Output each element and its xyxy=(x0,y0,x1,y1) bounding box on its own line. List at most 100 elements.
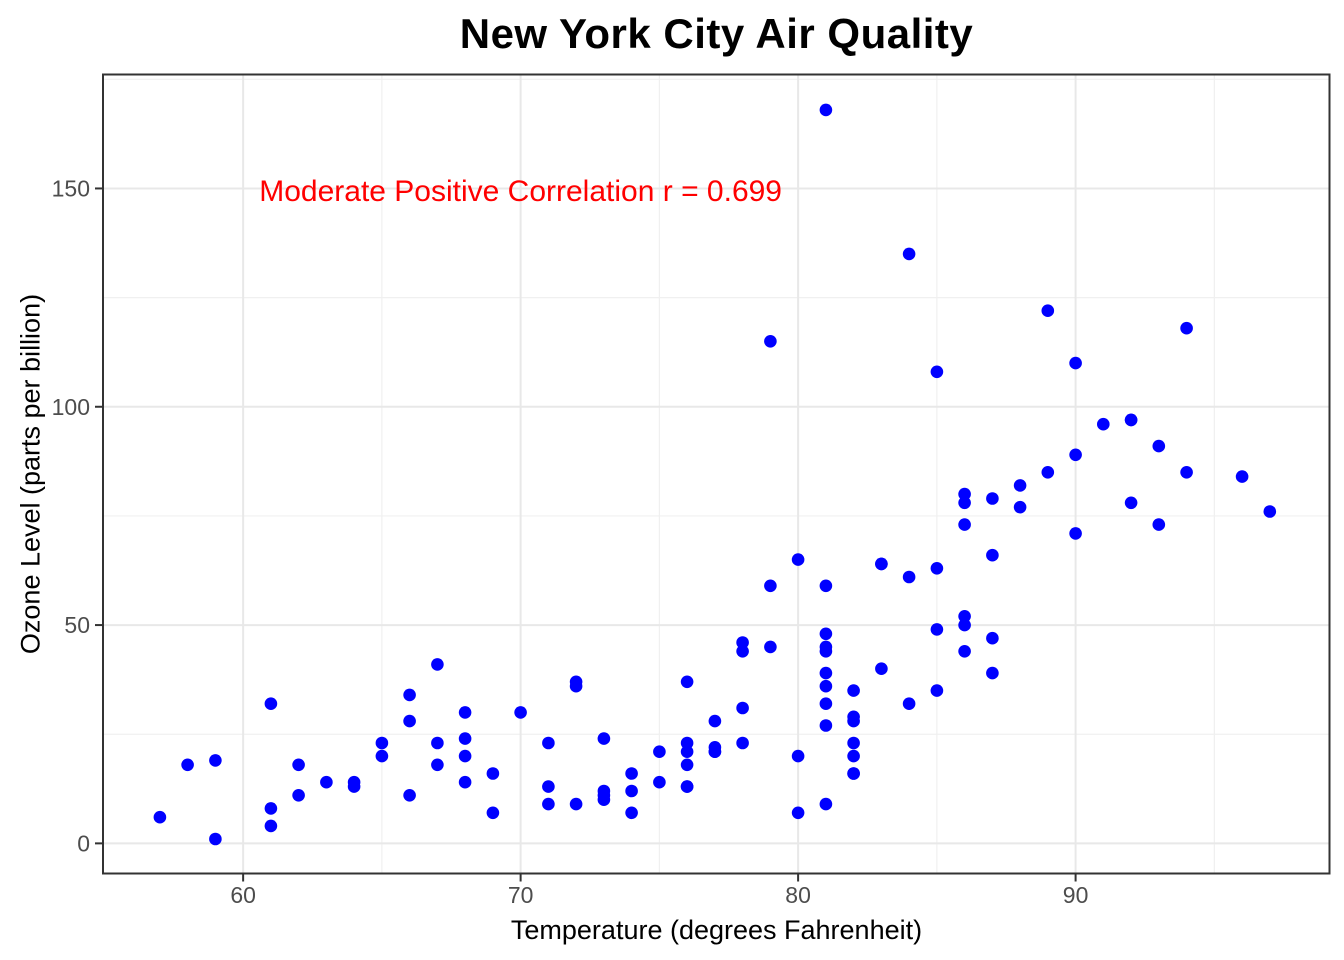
data-point xyxy=(680,736,694,750)
data-point xyxy=(209,832,222,846)
data-point xyxy=(958,518,971,531)
data-point xyxy=(930,365,944,379)
data-point xyxy=(264,802,278,815)
data-point xyxy=(653,775,666,789)
data-point xyxy=(569,797,583,811)
data-point xyxy=(1097,417,1110,431)
y-axis-tick-labels: 0 50 100 150 xyxy=(52,175,90,856)
data-point xyxy=(819,579,833,593)
data-point xyxy=(1152,518,1166,531)
data-point xyxy=(1124,413,1138,427)
data-point xyxy=(292,758,305,772)
data-point xyxy=(486,806,500,820)
data-point xyxy=(625,784,638,798)
data-point xyxy=(708,745,722,758)
data-point xyxy=(542,736,555,750)
data-point xyxy=(847,767,860,780)
data-point xyxy=(847,736,860,750)
data-point xyxy=(347,780,361,793)
data-point xyxy=(764,335,777,348)
data-point xyxy=(875,662,888,675)
data-point xyxy=(625,767,638,780)
gridlines-minor xyxy=(103,74,1330,874)
data-point xyxy=(819,797,833,811)
data-point xyxy=(1180,321,1193,335)
data-point xyxy=(902,247,916,261)
data-point xyxy=(819,103,833,117)
data-point xyxy=(819,645,833,658)
data-point xyxy=(958,487,971,501)
y-tick-label: 50 xyxy=(64,612,90,638)
y-axis-title: Ozone Level (parts per billion) xyxy=(15,293,46,655)
data-point xyxy=(1041,304,1055,318)
data-point xyxy=(736,645,749,658)
y-tick-label: 100 xyxy=(52,394,90,420)
gridlines-major xyxy=(103,74,1330,874)
data-point xyxy=(930,623,944,636)
data-point xyxy=(458,749,472,763)
data-points xyxy=(153,103,1277,846)
data-point xyxy=(819,679,833,693)
data-point xyxy=(1263,505,1277,518)
x-tick-label: 80 xyxy=(785,882,811,908)
data-point xyxy=(597,784,611,798)
data-point xyxy=(514,706,527,719)
data-point xyxy=(569,675,583,689)
data-point xyxy=(791,749,805,763)
data-point xyxy=(1013,479,1027,492)
data-point xyxy=(986,548,999,562)
data-point xyxy=(902,697,916,710)
data-point xyxy=(847,684,860,697)
data-point xyxy=(431,736,444,750)
y-tick-label: 150 xyxy=(52,175,90,201)
data-point xyxy=(597,793,611,806)
x-tick-label: 60 xyxy=(230,882,256,908)
data-point xyxy=(1152,439,1166,453)
data-point xyxy=(736,636,749,649)
data-point xyxy=(958,496,971,510)
data-point xyxy=(819,697,833,710)
data-point xyxy=(875,557,888,571)
data-point xyxy=(403,688,416,702)
data-point xyxy=(958,618,971,632)
correlation-annotation: Moderate Positive Correlation r = 0.699 xyxy=(259,175,782,209)
data-point xyxy=(458,732,472,745)
data-point xyxy=(375,749,389,763)
data-point xyxy=(791,806,805,820)
data-point xyxy=(1013,500,1027,514)
data-point xyxy=(958,645,971,658)
data-point xyxy=(542,797,555,811)
x-axis-tick-labels: 60 70 80 90 xyxy=(230,882,1088,908)
data-point xyxy=(1235,470,1249,483)
data-point xyxy=(431,758,444,772)
panel-border xyxy=(102,73,1331,875)
data-point xyxy=(153,810,167,824)
data-point xyxy=(791,553,805,566)
data-point xyxy=(403,789,416,802)
data-point xyxy=(764,579,777,593)
data-point xyxy=(902,570,916,584)
data-point xyxy=(680,780,694,793)
data-point xyxy=(847,749,860,763)
x-tick-label: 90 xyxy=(1063,882,1089,908)
x-axis-title: Temperature (degrees Fahrenheit) xyxy=(510,915,923,945)
data-point xyxy=(209,754,222,767)
data-point xyxy=(1041,466,1055,479)
data-point xyxy=(458,706,472,719)
data-point xyxy=(736,701,749,715)
y-tick-label: 0 xyxy=(77,830,90,856)
data-point xyxy=(1069,527,1082,540)
x-tick-label: 70 xyxy=(508,882,534,908)
axis-tick-marks xyxy=(95,187,1077,882)
data-point xyxy=(930,562,944,575)
data-point xyxy=(1180,466,1193,479)
data-point xyxy=(486,767,500,780)
data-point xyxy=(431,658,444,671)
data-point xyxy=(819,719,833,732)
data-point xyxy=(264,697,278,710)
data-point xyxy=(181,758,194,772)
data-point xyxy=(680,758,694,772)
data-point xyxy=(653,745,666,758)
data-point xyxy=(708,714,722,728)
